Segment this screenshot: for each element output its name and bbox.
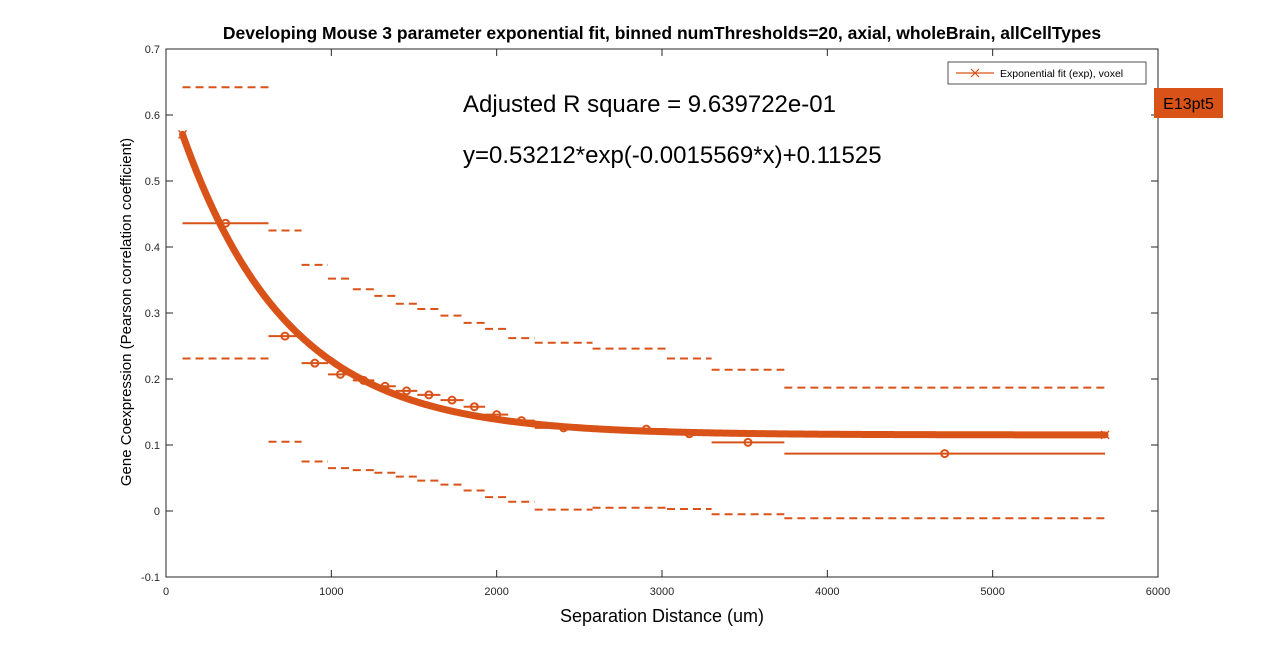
- x-tick-label: 1000: [319, 586, 343, 598]
- legend-x-marker-icon: [970, 68, 980, 78]
- y-tick-label: 0.3: [145, 308, 160, 320]
- chart-title: Developing Mouse 3 parameter exponential…: [223, 23, 1102, 43]
- x-axis-ticks: 0 1000 2000 3000 4000 5000 6000: [163, 49, 1170, 598]
- x-tick-label: 5000: [980, 586, 1004, 598]
- y-tick-label: 0.5: [145, 176, 160, 188]
- plot-area: [166, 49, 1158, 577]
- bin-mean-marker: [940, 449, 950, 459]
- y-tick-label: 0.7: [145, 44, 160, 56]
- y-tick-label: 0.1: [145, 440, 160, 452]
- legend-entry-label: Exponential fit (exp), voxel: [1000, 68, 1123, 80]
- legend-box: [947, 61, 1147, 85]
- y-axis-label: Gene Coexpression (Pearson correlation c…: [118, 138, 135, 486]
- r-square-annotation: Adjusted R square = 9.639722e-01: [463, 91, 836, 118]
- y-tick-label: -0.1: [141, 572, 160, 584]
- fit-equation-annotation: y=0.53212*exp(-0.0015569*x)+0.11525: [463, 142, 882, 169]
- dataset-tag-label: E13pt5: [1163, 96, 1214, 113]
- x-tick-label: 6000: [1146, 586, 1170, 598]
- bin-mean-marker: [424, 390, 434, 400]
- y-tick-label: 0.4: [145, 242, 160, 254]
- fit-x-marker: [1100, 430, 1110, 440]
- legend: Exponential fit (exp), voxel: [947, 61, 1147, 85]
- y-axis-ticks: -0.1 0 0.1 0.2 0.3 0.4 0.5 0.6 0.7: [141, 44, 1158, 584]
- x-tick-label: 4000: [815, 586, 839, 598]
- bin-mean-marker: [280, 331, 290, 341]
- dataset-tag: E13pt5: [1154, 88, 1223, 118]
- x-tick-label: 3000: [650, 586, 674, 598]
- bin-mean-marker: [310, 358, 320, 368]
- bin-mean-marker: [469, 402, 479, 412]
- x-tick-label: 0: [163, 586, 169, 598]
- bin-mean-marker: [447, 395, 457, 405]
- bin-mean-marker: [402, 386, 412, 396]
- fit-curve-group: [178, 129, 1110, 440]
- y-tick-label: 0.6: [145, 110, 160, 122]
- dataset-tag-background: [1154, 88, 1223, 118]
- fit-x-marker: [178, 129, 188, 139]
- bin-mean-marker: [743, 437, 753, 447]
- y-tick-label: 0: [154, 506, 160, 518]
- x-axis-label: Separation Distance (um): [560, 606, 764, 626]
- fit-curve: [179, 130, 1109, 439]
- x-tick-label: 2000: [484, 586, 508, 598]
- y-tick-label: 0.2: [145, 374, 160, 386]
- axes-box: [165, 48, 1159, 578]
